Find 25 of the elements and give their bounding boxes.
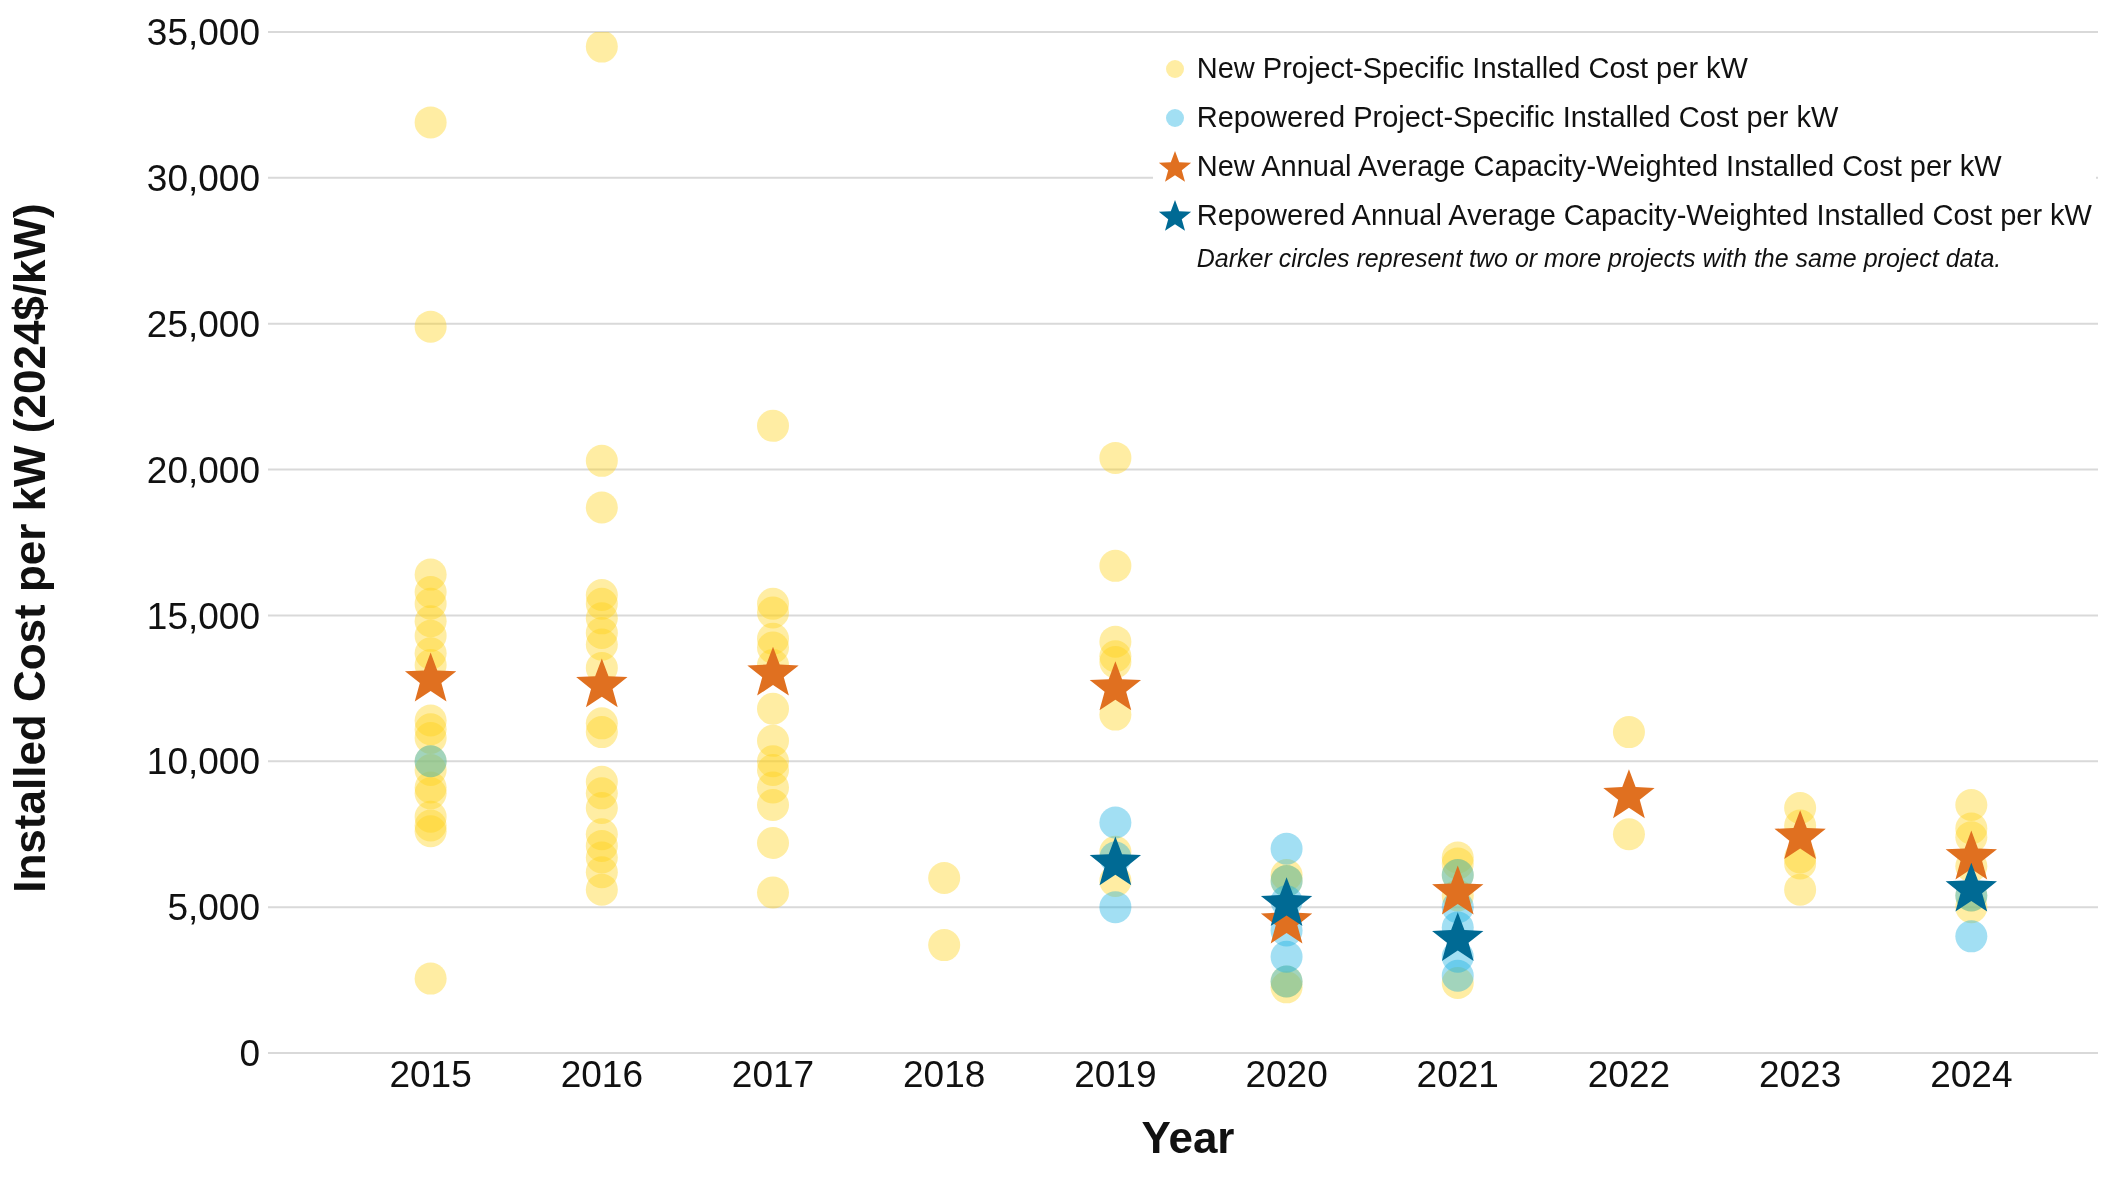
x-tick-label: 2022 [1587, 1054, 1671, 1096]
annotation: Darker circles represent two or more projects with the same project data. [1196, 244, 2003, 273]
y-tick-label: 5,000 [167, 887, 260, 929]
x-tick-label: 2016 [560, 1054, 643, 1096]
legend-label: Repowered Project-Specific Installed Cost per kW [1196, 101, 1839, 134]
x-tick-label: 2020 [1245, 1054, 1328, 1096]
y-tick-label: 30,000 [146, 157, 260, 199]
legend-label: New Annual Average Capacity-Weighted Installed Cost per kW [1196, 150, 2002, 183]
y-tick-label: 25,000 [146, 303, 260, 345]
x-tick-label: 2015 [389, 1054, 472, 1096]
x-tick-label: 2017 [731, 1054, 815, 1096]
legend-label: Repowered Annual Average Capacity-Weighted Installed Cost per kW [1196, 199, 2092, 232]
y-axis-title: Installed Cost per kW (2024$/kW) [5, 203, 55, 893]
y-tick-label: 0 [239, 1033, 260, 1075]
y-tick-label: 20,000 [146, 449, 260, 491]
y-tick-label: 15,000 [146, 595, 260, 637]
x-tick-label: 2019 [1074, 1054, 1157, 1096]
x-axis-title: Year [1141, 1113, 1235, 1163]
x-tick-label: 2018 [903, 1054, 986, 1096]
legend-label: New Project-Specific Installed Cost per kW [1196, 52, 1748, 85]
y-tick-label: 35,000 [146, 12, 260, 54]
x-tick-label: 2023 [1758, 1054, 1842, 1096]
x-tick-label: 2024 [1930, 1054, 2013, 1096]
y-tick-label: 10,000 [146, 741, 260, 783]
x-tick-label: 2021 [1416, 1054, 1499, 1096]
